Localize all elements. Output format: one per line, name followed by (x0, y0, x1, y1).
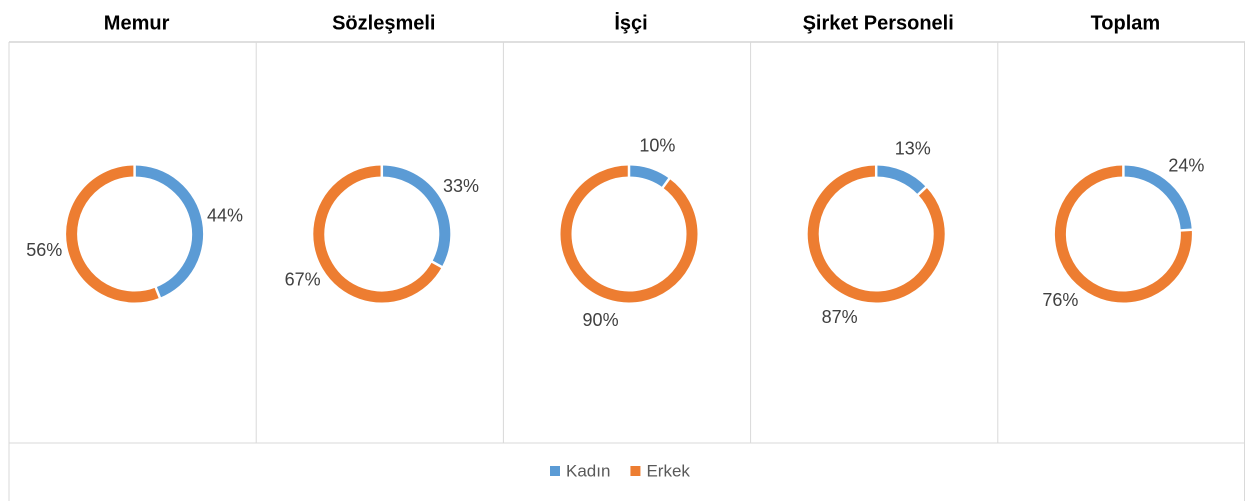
column-title: Memur (104, 12, 170, 34)
donut-segment (1054, 165, 1192, 303)
segment-gap (1179, 228, 1194, 232)
data-label: 90% (583, 310, 619, 330)
column-title: İşçi (614, 11, 647, 34)
donut-segment (807, 165, 945, 303)
donut-segment (875, 165, 927, 195)
donut-segment (66, 165, 160, 303)
segment-gap (660, 176, 672, 190)
data-label: 13% (895, 138, 931, 158)
column-title: Toplam (1091, 12, 1161, 34)
legend-label: Kadın (566, 461, 610, 480)
data-label: 87% (822, 307, 858, 327)
donut-segment (628, 165, 670, 188)
legend-swatch (550, 466, 560, 476)
donut-segment (1123, 165, 1192, 231)
data-label: 33% (443, 176, 479, 196)
segment-gap (916, 185, 929, 197)
column-title: Şirket Personeli (803, 12, 954, 34)
data-label: 24% (1168, 156, 1204, 176)
data-label: 76% (1042, 290, 1078, 310)
segment-gap (154, 285, 162, 300)
legend-label: Erkek (646, 461, 690, 480)
segment-gap (430, 259, 444, 269)
data-label: 67% (285, 270, 321, 290)
data-label: 44% (207, 206, 243, 226)
donut-segment (134, 165, 204, 298)
donut-segment (313, 165, 442, 303)
data-label: 56% (26, 240, 62, 260)
data-label: 10% (639, 135, 675, 155)
donut-segment (560, 165, 698, 303)
legend-swatch (630, 466, 641, 476)
donut-segment (381, 165, 451, 267)
column-title: Sözleşmeli (332, 12, 435, 34)
